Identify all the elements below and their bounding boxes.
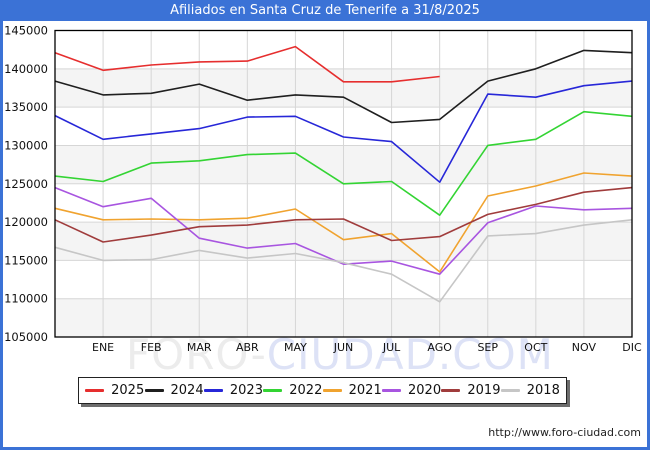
legend-item-2019: 2019 <box>441 383 500 398</box>
legend-label: 2018 <box>526 383 560 398</box>
y-tick-105000: 105000 <box>4 330 48 344</box>
y-tick-120000: 120000 <box>4 215 48 229</box>
x-tick-JUL: JUL <box>382 341 401 354</box>
legend-item-2022: 2022 <box>263 383 322 398</box>
watermark-left: FORO- <box>126 330 267 379</box>
page-title: Afiliados en Santa Cruz de Tenerife a 31… <box>170 3 480 18</box>
y-tick-130000: 130000 <box>4 138 48 152</box>
x-tick-ENE: ENE <box>92 341 114 354</box>
y-tick-135000: 135000 <box>4 100 48 114</box>
y-tick-140000: 140000 <box>4 62 48 76</box>
legend-label: 2019 <box>467 383 501 398</box>
series-2025-line <box>54 45 440 83</box>
legend-swatch-2022 <box>263 389 283 392</box>
x-tick-AGO: AGO <box>427 341 452 354</box>
y-tick-145000: 145000 <box>4 24 48 38</box>
legend-label: 2023 <box>229 383 263 398</box>
series-2022-line <box>54 110 633 216</box>
y-axis-labels: 145000 140000 135000 130000 125000 120000 1150… <box>4 24 48 345</box>
legend-item-2024: 2024 <box>144 383 204 398</box>
series-lines <box>54 45 633 303</box>
legend-swatch-2025 <box>85 389 105 392</box>
legend-swatch-2021 <box>322 389 342 392</box>
x-tick-ABR: ABR <box>236 341 259 354</box>
plot-border <box>54 29 633 338</box>
legend-label: 2021 <box>348 383 382 398</box>
x-tick-DIC: DIC <box>622 341 642 354</box>
legend-item-2025: 2025 <box>85 383 144 398</box>
x-tick-NOV: NOV <box>572 341 597 354</box>
x-axis-labels: ENE FEB MAR ABR MAY JUN JUL AGO SEP OCT NOV DIC <box>92 341 642 354</box>
watermark: FORO-CIUDAD.COM <box>126 334 554 376</box>
x-tick-SEP: SEP <box>477 341 498 354</box>
legend-item-2021: 2021 <box>322 383 382 398</box>
y-tick-110000: 110000 <box>4 292 48 306</box>
legend-label: 2022 <box>289 383 323 398</box>
x-tick-MAY: MAY <box>284 341 307 354</box>
series-2019-line <box>54 186 633 243</box>
series-2021-line <box>54 172 633 273</box>
legend-item-2020: 2020 <box>382 383 441 398</box>
x-tick-JUN: JUN <box>333 341 354 354</box>
legend-label: 2025 <box>111 383 145 398</box>
legend-swatch-2023 <box>203 389 223 392</box>
legend-item-2018: 2018 <box>500 383 560 398</box>
watermark-right: CIUDAD.COM <box>266 330 554 379</box>
legend-swatch-2018 <box>500 389 520 392</box>
x-tick-OCT: OCT <box>524 341 547 354</box>
series-2020-line <box>54 186 633 276</box>
legend-item-2023: 2023 <box>203 383 263 398</box>
site-url[interactable]: http://www.foro-ciudad.com <box>488 426 641 439</box>
series-2024-line <box>54 49 633 124</box>
legend-swatch-2019 <box>441 389 461 392</box>
series-2018-line <box>54 219 633 303</box>
x-tick-MAR: MAR <box>187 341 212 354</box>
x-tick-FEB: FEB <box>141 341 162 354</box>
legend: 2025 2024 2023 2022 2021 2020 2019 2018 <box>78 377 567 404</box>
legend-label: 2020 <box>408 383 442 398</box>
legend-swatch-2020 <box>382 389 402 392</box>
legend-label: 2024 <box>170 383 204 398</box>
legend-swatch-2024 <box>144 389 164 392</box>
y-tick-115000: 115000 <box>4 253 48 267</box>
series-2023-line <box>54 80 633 183</box>
y-tick-125000: 125000 <box>4 177 48 191</box>
title-bar: Afiliados en Santa Cruz de Tenerife a 31… <box>0 0 650 21</box>
